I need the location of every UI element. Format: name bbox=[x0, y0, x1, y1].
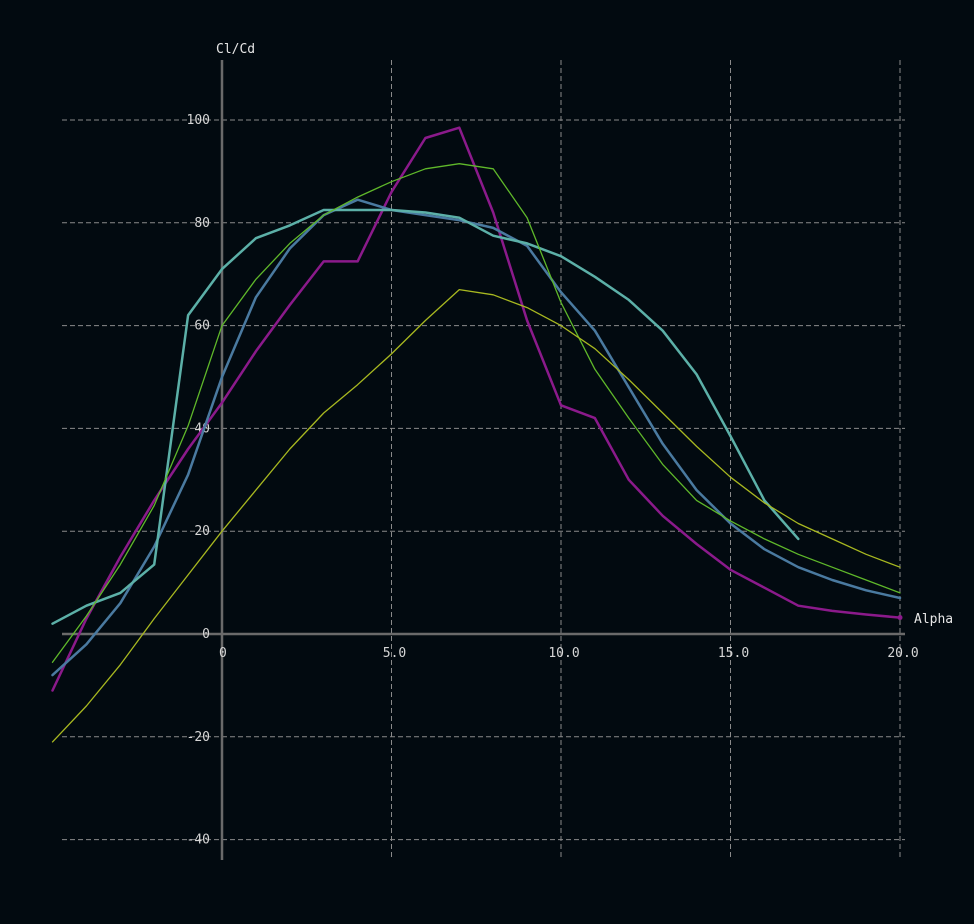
axes bbox=[62, 60, 905, 860]
y-tick-label: 20 bbox=[194, 524, 210, 539]
series-line-1 bbox=[51, 126, 902, 692]
x-tick-label: 5.0 bbox=[383, 646, 406, 661]
series-line-3 bbox=[51, 208, 800, 625]
y-tick-label: 60 bbox=[194, 319, 210, 334]
series-end-marker bbox=[897, 615, 903, 621]
x-tick-label: 0 bbox=[219, 646, 227, 661]
x-axis-label: Alpha bbox=[914, 612, 953, 627]
series-line-4 bbox=[51, 163, 901, 663]
x-tick-label: 15.0 bbox=[718, 646, 749, 661]
y-tick-label: 100 bbox=[187, 113, 210, 128]
y-tick-label: 80 bbox=[194, 216, 210, 231]
x-tick-label: 10.0 bbox=[548, 646, 579, 661]
y-axis-label: Cl/Cd bbox=[216, 42, 255, 57]
series-line-2 bbox=[51, 198, 902, 677]
x-tick-label: 20.0 bbox=[887, 646, 918, 661]
y-tick-label: -20 bbox=[187, 730, 210, 745]
y-tick-label: 0 bbox=[202, 627, 210, 642]
series-lines bbox=[51, 126, 903, 743]
series-line-5 bbox=[51, 288, 901, 743]
y-tick-label: -40 bbox=[187, 833, 210, 848]
